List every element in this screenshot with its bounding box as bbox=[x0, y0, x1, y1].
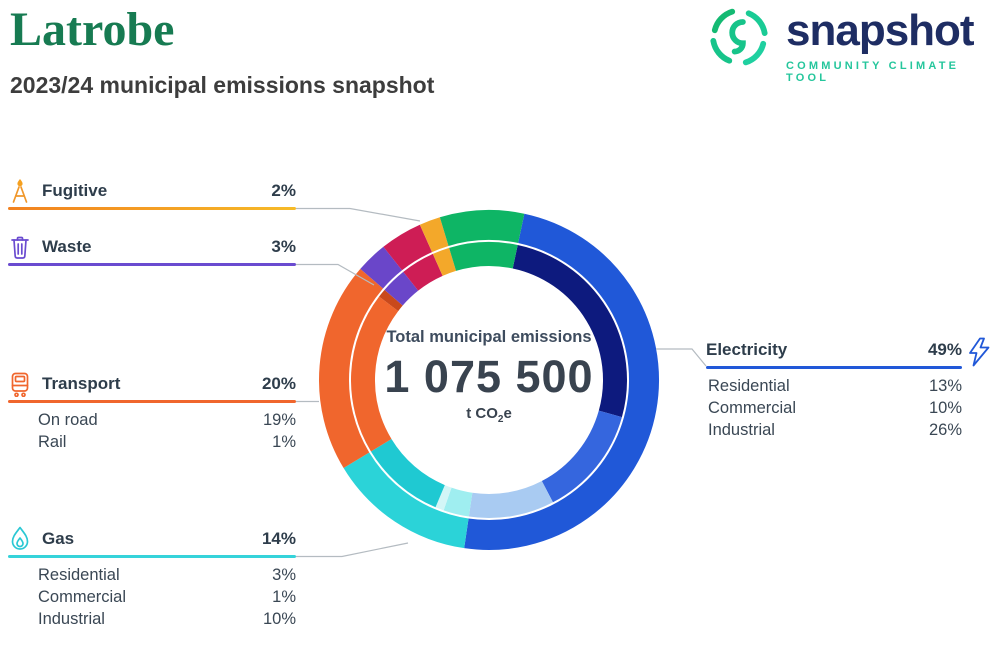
donut-segment-fugitive bbox=[432, 247, 457, 276]
donut-segment-fugitive bbox=[419, 217, 449, 253]
gas-commercial-percent: 1% bbox=[272, 588, 296, 606]
snapshot-logo-text: snapshot COMMUNITY CLIMATE TOOL bbox=[786, 6, 1000, 84]
electricity-residential-percent: 13% bbox=[928, 377, 962, 395]
trash-bin-icon bbox=[8, 234, 32, 260]
electricity-commercial-label: Commercial bbox=[708, 399, 797, 417]
donut-segment-waste bbox=[360, 246, 403, 289]
donut-segment-gas-industrial bbox=[370, 438, 446, 508]
gas-section: Gas 14% Residential 3% Commercial 1% Ind… bbox=[8, 526, 296, 630]
brand-name: snapshot bbox=[786, 6, 975, 55]
donut-segment-electricity-commercial bbox=[468, 480, 553, 518]
gas-residential-percent: 3% bbox=[272, 566, 296, 584]
electricity-commercial-percent: 10% bbox=[928, 399, 962, 417]
gas-industrial-row: Industrial 10% bbox=[8, 608, 296, 630]
fugitive-rule bbox=[8, 207, 296, 210]
electricity-breakdown: Residential 13% Commercial 10% Industria… bbox=[706, 375, 962, 441]
donut-segment-transport-on-road bbox=[351, 296, 399, 452]
gas-label: Gas bbox=[42, 529, 75, 548]
fugitive-percent: 2% bbox=[271, 181, 296, 200]
gas-row: Gas 14% bbox=[8, 526, 296, 552]
donut-segment-transport-rail bbox=[379, 289, 403, 312]
electricity-section: Electricity 49% Residential 13% Commerci… bbox=[706, 337, 962, 441]
page-subtitle: 2023/24 municipal emissions snapshot bbox=[10, 72, 435, 98]
donut-segment-unlabeled-green bbox=[449, 242, 518, 271]
donut-segment-unlabeled-crimson bbox=[383, 224, 433, 271]
transport-rail-percent: 1% bbox=[272, 433, 296, 451]
transport-row: Transport 20% bbox=[8, 371, 296, 397]
transport-label: Transport bbox=[42, 374, 121, 393]
donut-segment-electricity bbox=[464, 213, 659, 550]
electricity-industrial-label: Industrial bbox=[708, 421, 775, 439]
transport-onroad-percent: 19% bbox=[262, 411, 296, 429]
donut-segment-unlabeled-crimson bbox=[403, 253, 443, 291]
gas-industrial-percent: 10% bbox=[262, 610, 296, 628]
brand-tagline: COMMUNITY CLIMATE TOOL bbox=[786, 59, 960, 84]
donut-segment-gas bbox=[343, 452, 469, 549]
gas-flame-icon bbox=[8, 526, 32, 552]
gas-industrial-label: Industrial bbox=[38, 610, 105, 628]
gas-residential-label: Residential bbox=[38, 566, 120, 584]
transport-breakdown: On road 19% Rail 1% bbox=[8, 409, 296, 453]
gas-residential-row: Residential 3% bbox=[8, 564, 296, 586]
total-emissions-label: Total municipal emissions bbox=[386, 328, 592, 346]
page-title: Latrobe bbox=[10, 3, 175, 56]
electricity-commercial-row: Commercial 10% bbox=[706, 397, 962, 419]
electricity-industrial-row: Industrial 26% bbox=[706, 419, 962, 441]
transport-rail-row: Rail 1% bbox=[8, 431, 296, 453]
waste-percent: 3% bbox=[271, 237, 296, 256]
electricity-percent: 49% bbox=[927, 340, 962, 359]
electricity-row: Electricity 49% bbox=[706, 337, 962, 363]
gas-breakdown: Residential 3% Commercial 1% Industrial … bbox=[8, 564, 296, 630]
gas-flare-icon bbox=[8, 178, 32, 204]
donut-segment-waste bbox=[384, 271, 419, 306]
fugitive-label: Fugitive bbox=[42, 181, 108, 200]
electricity-industrial-percent: 26% bbox=[928, 421, 962, 439]
snapshot-logo: snapshot COMMUNITY CLIMATE TOOL bbox=[708, 6, 1000, 84]
transport-onroad-row: On road 19% bbox=[8, 409, 296, 431]
transport-rail-label: Rail bbox=[38, 433, 67, 451]
gas-commercial-row: Commercial 1% bbox=[8, 586, 296, 608]
gas-commercial-label: Commercial bbox=[38, 588, 127, 606]
waste-label: Waste bbox=[42, 237, 92, 256]
transport-section: Transport 20% On road 19% Rail 1% bbox=[8, 371, 296, 453]
waste-row: Waste 3% bbox=[8, 234, 296, 260]
transport-rule bbox=[8, 400, 296, 403]
total-emissions-value: 1 075 500 bbox=[384, 351, 594, 402]
total-emissions-unit: t CO2e bbox=[466, 405, 512, 425]
electricity-residential-row: Residential 13% bbox=[706, 375, 962, 397]
lightning-bolt-icon bbox=[966, 337, 992, 372]
donut-segment-electricity-industrial bbox=[512, 245, 627, 418]
fugitive-section: Fugitive 2% bbox=[8, 178, 296, 210]
donut-chart bbox=[314, 205, 664, 555]
transport-onroad-label: On road bbox=[38, 411, 98, 429]
fugitive-row: Fugitive 2% bbox=[8, 178, 296, 204]
waste-rule bbox=[8, 263, 296, 266]
donut-segment-transport bbox=[319, 268, 384, 469]
donut-segment-unlabeled-green bbox=[439, 210, 525, 247]
waste-section: Waste 3% bbox=[8, 234, 296, 266]
gas-percent: 14% bbox=[261, 529, 296, 548]
transport-percent: 20% bbox=[261, 374, 296, 393]
donut-center-text: Total municipal emissions 1 075 500 t CO… bbox=[374, 328, 604, 425]
electricity-residential-label: Residential bbox=[708, 377, 790, 395]
donut-segment-gas-commercial bbox=[435, 485, 452, 511]
gas-rule bbox=[8, 555, 296, 558]
electricity-label: Electricity bbox=[706, 340, 788, 359]
donut-segment-gas-residential bbox=[443, 487, 473, 517]
donut-segment-electricity-residential bbox=[541, 410, 622, 503]
electricity-rule bbox=[706, 366, 962, 369]
tram-icon bbox=[8, 371, 32, 397]
snapshot-logo-icon bbox=[708, 6, 770, 68]
